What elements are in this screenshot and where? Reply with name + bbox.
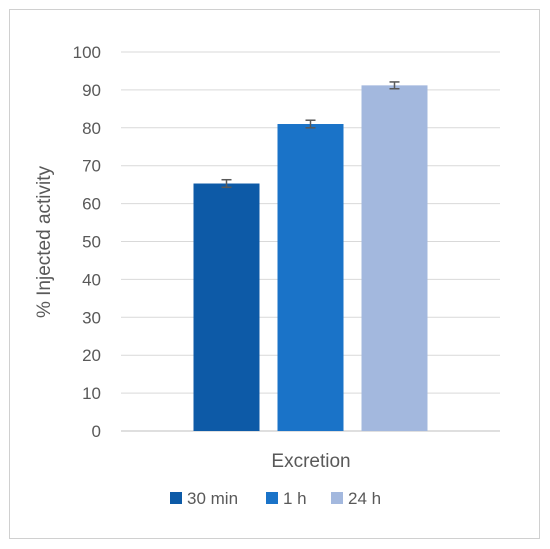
legend-label: 24 h <box>348 489 381 508</box>
y-tick-label: 100 <box>73 43 101 62</box>
y-tick-label: 60 <box>82 195 101 214</box>
error-bars <box>221 81 400 189</box>
y-tick-label: 0 <box>92 422 101 441</box>
legend-swatch <box>266 492 278 504</box>
y-tick-label: 90 <box>82 81 101 100</box>
legend-label: 1 h <box>283 489 307 508</box>
legend-swatch <box>170 492 182 504</box>
y-tick-label: 20 <box>82 346 101 365</box>
bar-24-h <box>361 85 428 432</box>
legend: 30 min 1 h 24 h <box>170 489 381 508</box>
bars <box>193 85 428 432</box>
bar-1-h <box>277 124 344 431</box>
y-tick-label: 80 <box>82 119 101 138</box>
legend-label: 30 min <box>187 489 238 508</box>
y-tick-label: 10 <box>82 384 101 403</box>
x-category-label: Excretion <box>271 451 350 472</box>
y-tick-label: 40 <box>82 270 101 289</box>
legend-swatch <box>331 492 343 504</box>
bar-30-min <box>193 183 260 431</box>
y-tick-label: 70 <box>82 157 101 176</box>
y-tick-labels: 0 10 20 30 40 50 60 70 80 90 100 <box>73 43 101 441</box>
y-tick-label: 50 <box>82 233 101 252</box>
y-axis-title: % Injected activity <box>34 165 55 318</box>
chart-frame <box>9 9 540 539</box>
y-tick-label: 30 <box>82 308 101 327</box>
